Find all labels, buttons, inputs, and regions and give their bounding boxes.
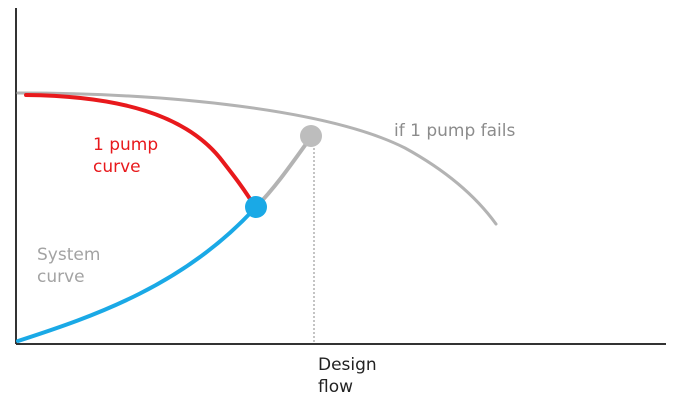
one-pump-curve-label-line-1: 1 pump [93, 135, 159, 155]
design-flow-label-line-1: Design [318, 355, 377, 375]
system-curve [16, 205, 258, 343]
if-one-pump-fails-label: if 1 pump fails [394, 121, 516, 141]
one-pump-curve-label-line-2: curve [93, 157, 141, 177]
system-curve-label-line-2: curve [37, 267, 85, 287]
one-pump-curve [24, 93, 257, 209]
one-pump-curve-label: 1 pump curve [93, 134, 158, 178]
one-pump-operating-point [245, 196, 267, 218]
system-curve-label-line-1: System [37, 245, 101, 265]
two-pump-curve [16, 91, 498, 226]
system-curve-label: System curve [37, 244, 100, 288]
design-operating-point [300, 125, 322, 147]
design-flow-label-line-2: flow [318, 377, 354, 397]
design-flow-label: Design flow [318, 354, 377, 398]
system-curve-extension [254, 135, 313, 209]
